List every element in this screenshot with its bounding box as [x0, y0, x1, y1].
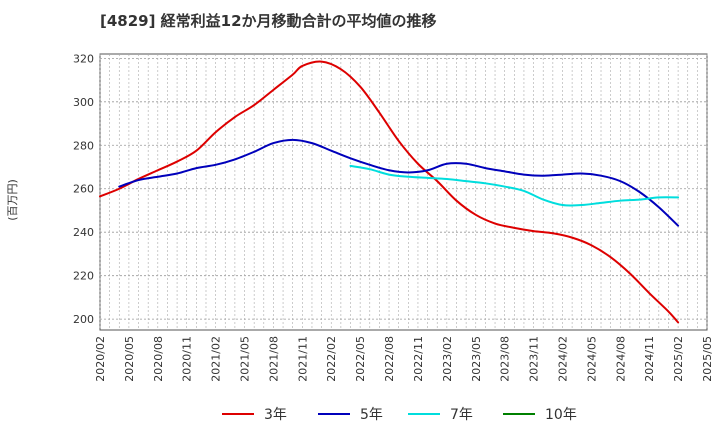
y-axis-label: (百万円) [6, 179, 19, 221]
series-line-3 [349, 164, 680, 207]
y-axis: 200 220 240 260 280 300 320 [73, 52, 94, 326]
x-tick-label: 2022/11 [412, 336, 425, 382]
chart-title: [4829] 経常利益12か月移動合計の平均値の推移 [100, 12, 437, 30]
y-tick-label: 240 [73, 226, 94, 239]
y-tick-label: 300 [73, 96, 94, 109]
x-tick-label: 2024/08 [614, 336, 627, 382]
grid-lines [99, 54, 708, 330]
y-tick-label: 320 [73, 52, 94, 65]
legend: 3年 5年 7年 10年 [222, 407, 577, 423]
x-tick-label: 2023/02 [441, 336, 454, 382]
x-tick-label: 2021/11 [296, 336, 309, 382]
x-tick-label: 2020/05 [123, 336, 136, 382]
x-tick-label: 2020/08 [152, 336, 165, 382]
x-axis: 2020/02 2020/05 2020/08 2020/11 2021/02 2021/… [94, 336, 714, 382]
y-tick-label: 260 [73, 183, 94, 196]
series-line-1 [99, 60, 680, 324]
legend-label-1: 3年 [264, 407, 287, 423]
plot-area [99, 53, 708, 331]
x-tick-label: 2023/05 [470, 336, 483, 382]
x-tick-label: 2022/02 [325, 336, 338, 382]
x-tick-label: 2023/08 [499, 336, 512, 382]
legend-label-3: 7年 [450, 407, 473, 423]
x-tick-label: 2024/02 [556, 336, 569, 382]
x-tick-label: 2021/05 [239, 336, 252, 382]
series-line-2 [118, 138, 680, 227]
x-tick-label: 2024/11 [643, 336, 656, 382]
x-tick-label: 2024/05 [585, 336, 598, 382]
x-tick-label: 2021/02 [210, 336, 223, 382]
x-tick-label: 2022/05 [354, 336, 367, 382]
y-tick-label: 220 [73, 270, 94, 283]
x-tick-label: 2025/02 [672, 336, 685, 382]
series-lines [99, 60, 680, 324]
legend-label-2: 5年 [360, 407, 383, 423]
y-tick-label: 200 [73, 313, 94, 326]
x-tick-label: 2021/08 [267, 336, 280, 382]
legend-label-4: 10年 [545, 407, 577, 423]
x-tick-label: 2025/05 [701, 336, 714, 382]
x-tick-label: 2022/08 [383, 336, 396, 382]
x-tick-label: 2020/11 [181, 336, 194, 382]
x-tick-label: 2020/02 [94, 336, 107, 382]
x-tick-label: 2023/11 [528, 336, 541, 382]
y-tick-label: 280 [73, 139, 94, 152]
